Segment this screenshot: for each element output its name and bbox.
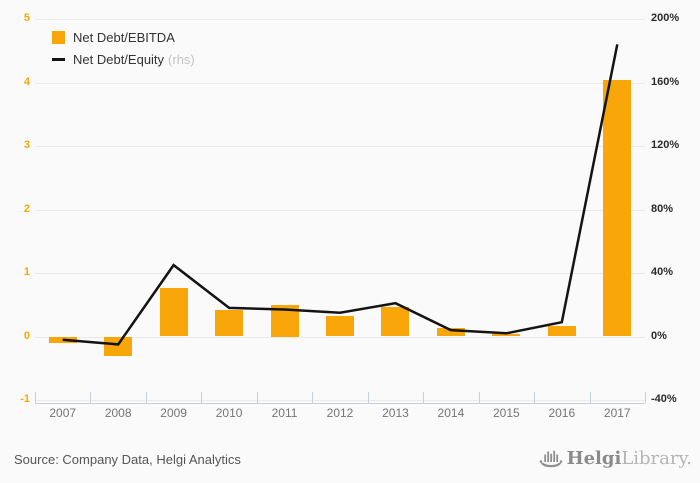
y-axis-label-left: 2 <box>23 202 30 215</box>
x-axis-label: 2015 <box>493 406 520 420</box>
legend-label-text: Net Debt/Equity <box>73 52 165 67</box>
gridline <box>35 273 645 274</box>
y-axis-label-left: 4 <box>23 75 30 88</box>
x-axis-label: 2017 <box>603 406 631 420</box>
x-axis-line <box>35 403 645 404</box>
x-axis-label: 2007 <box>49 406 77 420</box>
legend-item-net-debt-equity: Net Debt/Equity (rhs) <box>52 52 195 67</box>
y-axis-label-right: 160% <box>651 75 680 88</box>
x-axis-label: 2012 <box>326 406 354 420</box>
x-axis-tick <box>90 392 92 403</box>
x-axis-tick <box>256 392 258 403</box>
y-axis-label-left: 0 <box>23 329 30 342</box>
x-axis-tick <box>645 392 646 403</box>
x-axis-tick <box>423 392 425 403</box>
ship-icon <box>539 450 562 468</box>
bar-2010 <box>215 309 244 337</box>
x-axis-tick <box>201 392 203 403</box>
y-axis-label-left: 3 <box>23 139 30 151</box>
y-axis-label-right: 0% <box>651 329 667 342</box>
x-axis-label: 2016 <box>548 406 576 420</box>
gridline <box>35 82 645 84</box>
bar-2012 <box>326 316 354 337</box>
y-axis-label-right: -40% <box>651 393 677 405</box>
source-note: Source: Company Data, Helgi Analytics <box>14 452 241 467</box>
gridline <box>35 336 645 338</box>
y-axis-label-left: 5 <box>23 12 30 24</box>
bar-2013 <box>381 306 410 337</box>
logo-brand-light: Library. <box>621 448 692 469</box>
y-axis-label-right: 80% <box>651 202 674 215</box>
y-axis-label-right: 40% <box>651 266 674 278</box>
bar-2016 <box>547 325 576 337</box>
gridline <box>35 19 645 20</box>
y-axis-label-right: 120% <box>651 139 680 151</box>
helgi-library-logo: HelgiLibrary. <box>539 447 692 471</box>
x-axis-tick <box>145 392 147 403</box>
x-axis-label: 2014 <box>437 406 465 420</box>
line-swatch-icon <box>52 58 65 61</box>
x-axis-tick <box>478 392 480 403</box>
legend-label: Net Debt/Equity (rhs) <box>73 52 195 67</box>
legend-label-suffix: (rhs) <box>168 52 195 67</box>
x-axis-label: 2011 <box>271 406 298 420</box>
legend: Net Debt/EBITDA Net Debt/Equity (rhs) <box>52 30 195 67</box>
x-axis-label: 2008 <box>104 406 132 420</box>
bar-swatch-icon <box>52 31 65 44</box>
y-axis-label-left: -1 <box>20 393 30 405</box>
gridline <box>35 146 645 147</box>
x-axis-label: 2013 <box>382 406 409 420</box>
gridline <box>35 400 645 401</box>
x-axis-tick <box>534 392 536 403</box>
bar-2017 <box>603 79 632 337</box>
net-debt-equity-line <box>62 44 619 346</box>
legend-label: Net Debt/EBITDA <box>73 30 175 45</box>
gridline <box>35 209 645 211</box>
logo-brand-bold: Helgi <box>566 448 622 469</box>
y-axis-label-left: 1 <box>23 266 30 278</box>
x-axis-label: 2009 <box>160 406 187 420</box>
bar-2008 <box>104 336 133 357</box>
bar-2014 <box>436 328 465 337</box>
y-axis-label-right: 200% <box>651 12 680 24</box>
logo-text: HelgiLibrary. <box>567 450 692 468</box>
x-axis-tick <box>312 392 314 403</box>
x-axis-tick <box>367 392 369 403</box>
x-axis-tick <box>35 392 36 403</box>
x-axis-label: 2010 <box>215 406 243 420</box>
bar-2009 <box>159 288 188 337</box>
bar-2015 <box>492 333 521 337</box>
x-axis-tick <box>589 392 591 403</box>
legend-item-net-debt-ebitda: Net Debt/EBITDA <box>52 30 195 45</box>
